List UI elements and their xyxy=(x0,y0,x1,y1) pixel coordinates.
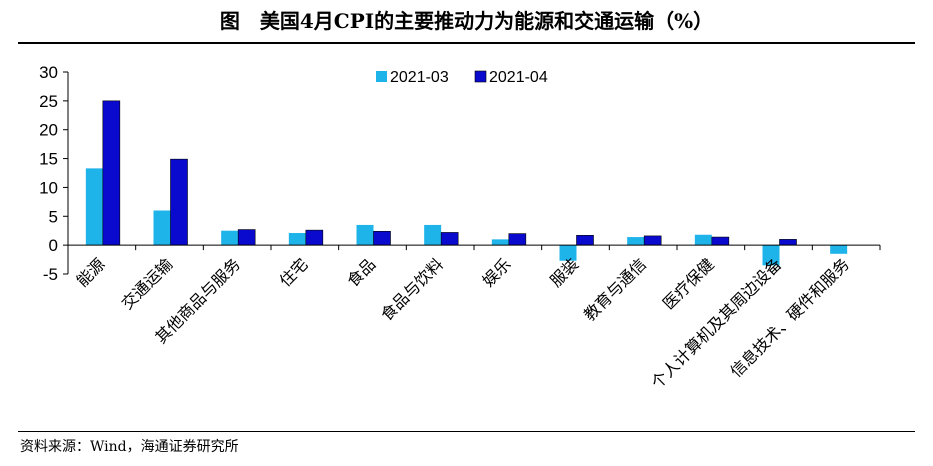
bar-2021-04 xyxy=(440,232,459,246)
bar-chart: 2021-03 2021-04 30 25 20 15 10 5 0 -5 能源 交通运输其他商品… xyxy=(39,63,881,393)
source-note: 资料来源：Wind，海通证券研究所 xyxy=(20,439,239,455)
x-category-label: 个人计算机及其周边设备 xyxy=(647,255,785,393)
y-tick-label: 10 xyxy=(39,178,58,197)
bar-2021-04 xyxy=(711,236,730,246)
x-category-label: 住宅 xyxy=(276,255,311,290)
bar-2021-04 xyxy=(643,235,662,246)
x-category-label: 娱乐 xyxy=(479,255,514,290)
source-rule xyxy=(18,431,915,432)
x-category-label: 食品 xyxy=(344,255,379,290)
bar-2021-03 xyxy=(830,245,848,254)
bar-2021-03 xyxy=(153,210,171,246)
bars xyxy=(85,100,848,266)
bar-2021-04 xyxy=(305,229,324,246)
x-category-label: 教育与通信 xyxy=(581,255,650,324)
legend-label: 2021-03 xyxy=(390,69,449,86)
x-category-label: 食品与饮料 xyxy=(378,255,447,324)
bar-2021-03 xyxy=(559,245,577,261)
bar-2021-04 xyxy=(373,230,391,246)
legend-swatch xyxy=(376,71,387,82)
chart-title: 图 美国4月CPI的主要推动力为能源和交通运输（%） xyxy=(219,9,714,33)
y-tick-label: -5 xyxy=(43,265,58,284)
bar-2021-04 xyxy=(779,239,797,246)
bar-2021-03 xyxy=(694,234,712,246)
bar-2021-04 xyxy=(170,158,188,246)
bar-2021-04 xyxy=(576,235,594,246)
bar-2021-03 xyxy=(491,239,509,246)
y-tick-label: 5 xyxy=(49,207,58,226)
y-tick-label: 15 xyxy=(39,150,58,169)
y-axis: 30 25 20 15 10 5 0 -5 xyxy=(39,63,69,284)
x-category-label: 服装 xyxy=(547,255,582,290)
legend-swatch xyxy=(474,70,487,83)
x-category-label: 信息技术、硬件和服务 xyxy=(727,255,853,381)
bar-2021-03 xyxy=(762,245,780,266)
bar-2021-03 xyxy=(356,224,374,246)
bar-2021-03 xyxy=(424,224,442,246)
legend-label: 2021-04 xyxy=(489,69,548,86)
x-category-label: 能源 xyxy=(73,255,108,290)
title-rule xyxy=(18,42,915,44)
x-category-label: 交通运输 xyxy=(118,255,176,313)
bar-2021-04 xyxy=(508,233,527,246)
x-category-label: 医疗保健 xyxy=(660,255,718,313)
bar-2021-03 xyxy=(627,237,645,246)
y-tick-label: 0 xyxy=(49,236,58,255)
bar-2021-03 xyxy=(85,168,103,246)
bar-2021-04 xyxy=(102,100,121,246)
bar-2021-03 xyxy=(221,230,239,246)
y-tick-label: 25 xyxy=(39,92,58,111)
y-tick-label: 20 xyxy=(39,121,58,140)
y-tick-label: 30 xyxy=(39,63,58,82)
bar-2021-04 xyxy=(237,229,256,246)
bar-2021-03 xyxy=(288,233,306,246)
legend: 2021-03 2021-04 xyxy=(376,69,548,86)
